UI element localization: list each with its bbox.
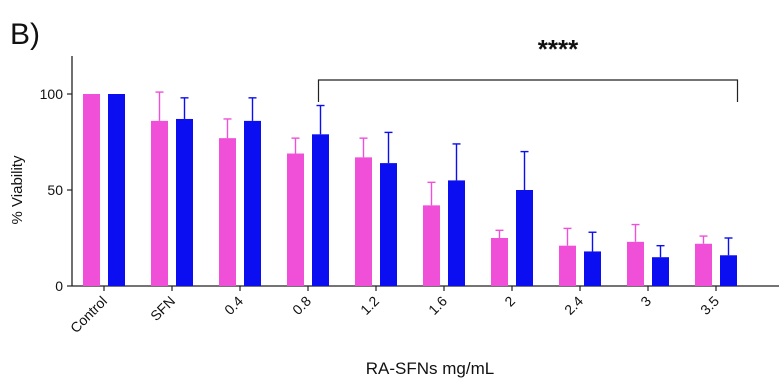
bar — [627, 241, 644, 286]
bar — [652, 257, 669, 286]
bar — [244, 120, 261, 286]
error-bars — [155, 91, 733, 258]
bar — [423, 205, 440, 286]
bar — [312, 134, 329, 286]
bar — [151, 120, 168, 286]
bar — [380, 163, 397, 286]
bar — [559, 245, 576, 286]
significance-annotation: **** — [317, 34, 739, 102]
bar — [287, 153, 304, 286]
bars — [83, 94, 737, 287]
x-tick-label: 0.4 — [221, 293, 246, 318]
bar — [584, 251, 601, 286]
bar — [491, 238, 508, 286]
panel-label: B) — [10, 18, 40, 51]
y-axis-label: % Viability — [9, 155, 26, 224]
bar — [83, 94, 100, 286]
bar — [355, 157, 372, 286]
significance-stars: **** — [538, 34, 579, 64]
x-tick-label: Control — [67, 293, 110, 336]
bar — [108, 94, 125, 286]
x-tick-label: SFN — [147, 293, 178, 324]
bar — [448, 180, 465, 286]
x-tick-label: 1.6 — [425, 293, 450, 318]
y-tick-label: 50 — [47, 182, 63, 198]
x-tick-label: 0.8 — [289, 293, 314, 318]
x-tick-label: 2 — [501, 293, 518, 310]
x-axis-label: RA-SFNs mg/mL — [366, 359, 494, 378]
x-tick-label: 3.5 — [697, 293, 722, 318]
bar — [720, 255, 737, 286]
bar — [516, 190, 533, 286]
bar — [219, 138, 236, 286]
significance-bracket — [317, 79, 739, 102]
x-tick-label: 3 — [637, 293, 654, 310]
y-tick-label: 0 — [55, 278, 63, 294]
x-tick-label: 1.2 — [357, 293, 382, 318]
x-tick-labels: Control SFN 0.4 0.8 1.2 1.6 2 2.4 3 3.5 — [67, 293, 722, 336]
bar — [695, 243, 712, 286]
bar — [176, 118, 193, 287]
y-tick-label: 100 — [40, 86, 64, 102]
x-tick-label: 2.4 — [561, 293, 586, 318]
